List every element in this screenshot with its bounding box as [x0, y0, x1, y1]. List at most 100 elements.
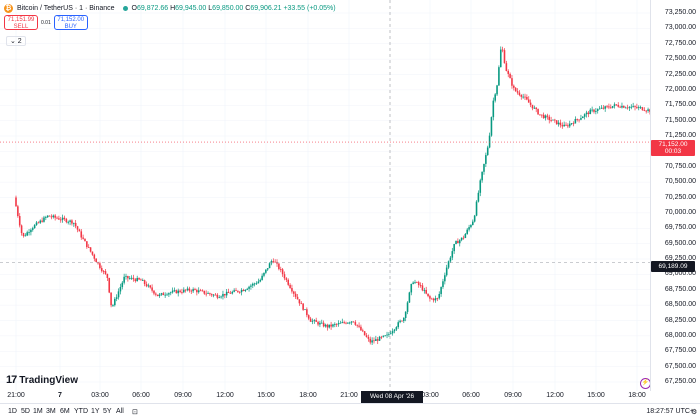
candle	[246, 288, 248, 290]
time-tick-label: 12:00	[546, 392, 564, 399]
buy-button[interactable]: 71,152.00 BUY	[53, 15, 88, 30]
candle	[403, 317, 405, 322]
candle	[106, 273, 109, 278]
trade-panel: 71,151.99 SELL 0.01 71,152.00 BUY	[4, 15, 88, 30]
candle	[490, 117, 493, 136]
candle	[93, 254, 96, 259]
candle	[451, 251, 454, 258]
price-tick-label: 70,000.00	[664, 208, 696, 216]
utc-clock[interactable]: 18:27:57 UTC+	[646, 408, 694, 415]
candle	[95, 258, 97, 263]
candle	[611, 106, 614, 108]
candle	[649, 109, 651, 112]
price-tick-label: 72,750.00	[664, 39, 696, 47]
candle	[197, 290, 200, 293]
candle	[140, 279, 142, 281]
price-tick-label: 70,250.00	[664, 193, 696, 201]
candle	[637, 107, 640, 109]
symbol-title[interactable]: Bitcoin / TetherUS · 1 · Binance	[17, 5, 115, 12]
candle	[561, 125, 564, 127]
bitcoin-icon[interactable]: ₿	[4, 4, 13, 13]
time-tick-label: 12:00	[216, 392, 234, 399]
candle	[67, 221, 70, 223]
candle	[265, 269, 267, 273]
sell-button[interactable]: 71,151.99 SELL	[4, 15, 38, 30]
candle	[179, 290, 181, 293]
timeframe-button-all[interactable]: All	[116, 408, 124, 415]
timeframe-button-1m[interactable]: 1M	[33, 408, 43, 415]
candle	[229, 292, 232, 294]
date-range-icon[interactable]: ⊡	[132, 409, 138, 416]
candle	[438, 294, 441, 299]
candle	[617, 104, 620, 107]
candle	[147, 285, 150, 287]
candle	[589, 109, 592, 115]
candle	[639, 107, 642, 109]
candle	[444, 275, 446, 282]
candle	[20, 225, 23, 234]
timeframe-button-6m[interactable]: 6M	[60, 408, 70, 415]
indicators-toggle-button[interactable]: ⌄ 2	[6, 36, 26, 46]
timeframe-button-1d[interactable]: 1D	[8, 408, 17, 415]
candle	[35, 222, 38, 226]
close-value: 69,906.21	[250, 5, 282, 12]
time-axis[interactable]: 21:00 7 03:00 06:00 09:00 12:00 15:00 18:00 21:0…	[0, 391, 650, 403]
candle	[492, 100, 495, 118]
candle	[513, 85, 515, 88]
candle	[410, 283, 413, 293]
candle	[578, 119, 580, 121]
candle	[404, 311, 407, 318]
candle	[259, 279, 262, 282]
chart-area[interactable]	[0, 0, 700, 391]
price-axis[interactable]: 73,250.00 73,000.00 72,750.00 72,500.00 72,2…	[650, 0, 700, 391]
candle	[43, 217, 45, 222]
candle	[210, 294, 213, 296]
candle	[472, 221, 474, 225]
candle	[609, 107, 612, 109]
candle	[209, 293, 211, 295]
price-tick-label: 73,000.00	[664, 24, 696, 32]
candle	[604, 106, 606, 109]
timeframe-button-ytd[interactable]: YTD	[74, 408, 88, 415]
candle	[296, 296, 299, 300]
candle	[505, 63, 508, 71]
tradingview-logo[interactable]: 17 TradingView	[6, 374, 78, 386]
candle	[447, 261, 450, 268]
candle	[574, 119, 577, 124]
candle	[251, 283, 254, 286]
candle	[319, 322, 321, 325]
price-tick-label: 73,250.00	[664, 9, 696, 16]
timeframe-button-5d[interactable]: 5D	[21, 408, 30, 415]
candle	[169, 292, 172, 294]
time-tick-label: 18:00	[299, 392, 317, 399]
candle	[382, 335, 385, 337]
candle	[596, 109, 599, 111]
candle	[369, 338, 372, 343]
candle	[563, 124, 565, 127]
candle	[636, 107, 638, 108]
timeframe-button-5y[interactable]: 5Y	[103, 408, 112, 415]
candle	[115, 297, 118, 299]
candle	[352, 321, 355, 323]
timeframe-button-1y[interactable]: 1Y	[91, 408, 100, 415]
candle	[499, 49, 502, 68]
candle	[608, 106, 610, 108]
candle	[56, 217, 58, 219]
candle	[160, 293, 163, 295]
candle	[285, 278, 288, 280]
price-chart[interactable]	[0, 0, 700, 391]
low-value: 69,850.00	[212, 5, 244, 12]
settings-gear-icon[interactable]: ⚙	[691, 409, 698, 416]
candle	[248, 286, 250, 289]
time-tick-label: 15:00	[257, 392, 275, 399]
candle	[283, 274, 286, 279]
candle	[335, 324, 338, 325]
candle	[540, 114, 543, 116]
candle	[464, 233, 467, 238]
candle	[309, 318, 312, 322]
candle	[155, 293, 157, 295]
candle	[91, 251, 94, 255]
candle	[365, 335, 368, 337]
candle	[479, 180, 482, 193]
timeframe-button-3m[interactable]: 3M	[46, 408, 56, 415]
